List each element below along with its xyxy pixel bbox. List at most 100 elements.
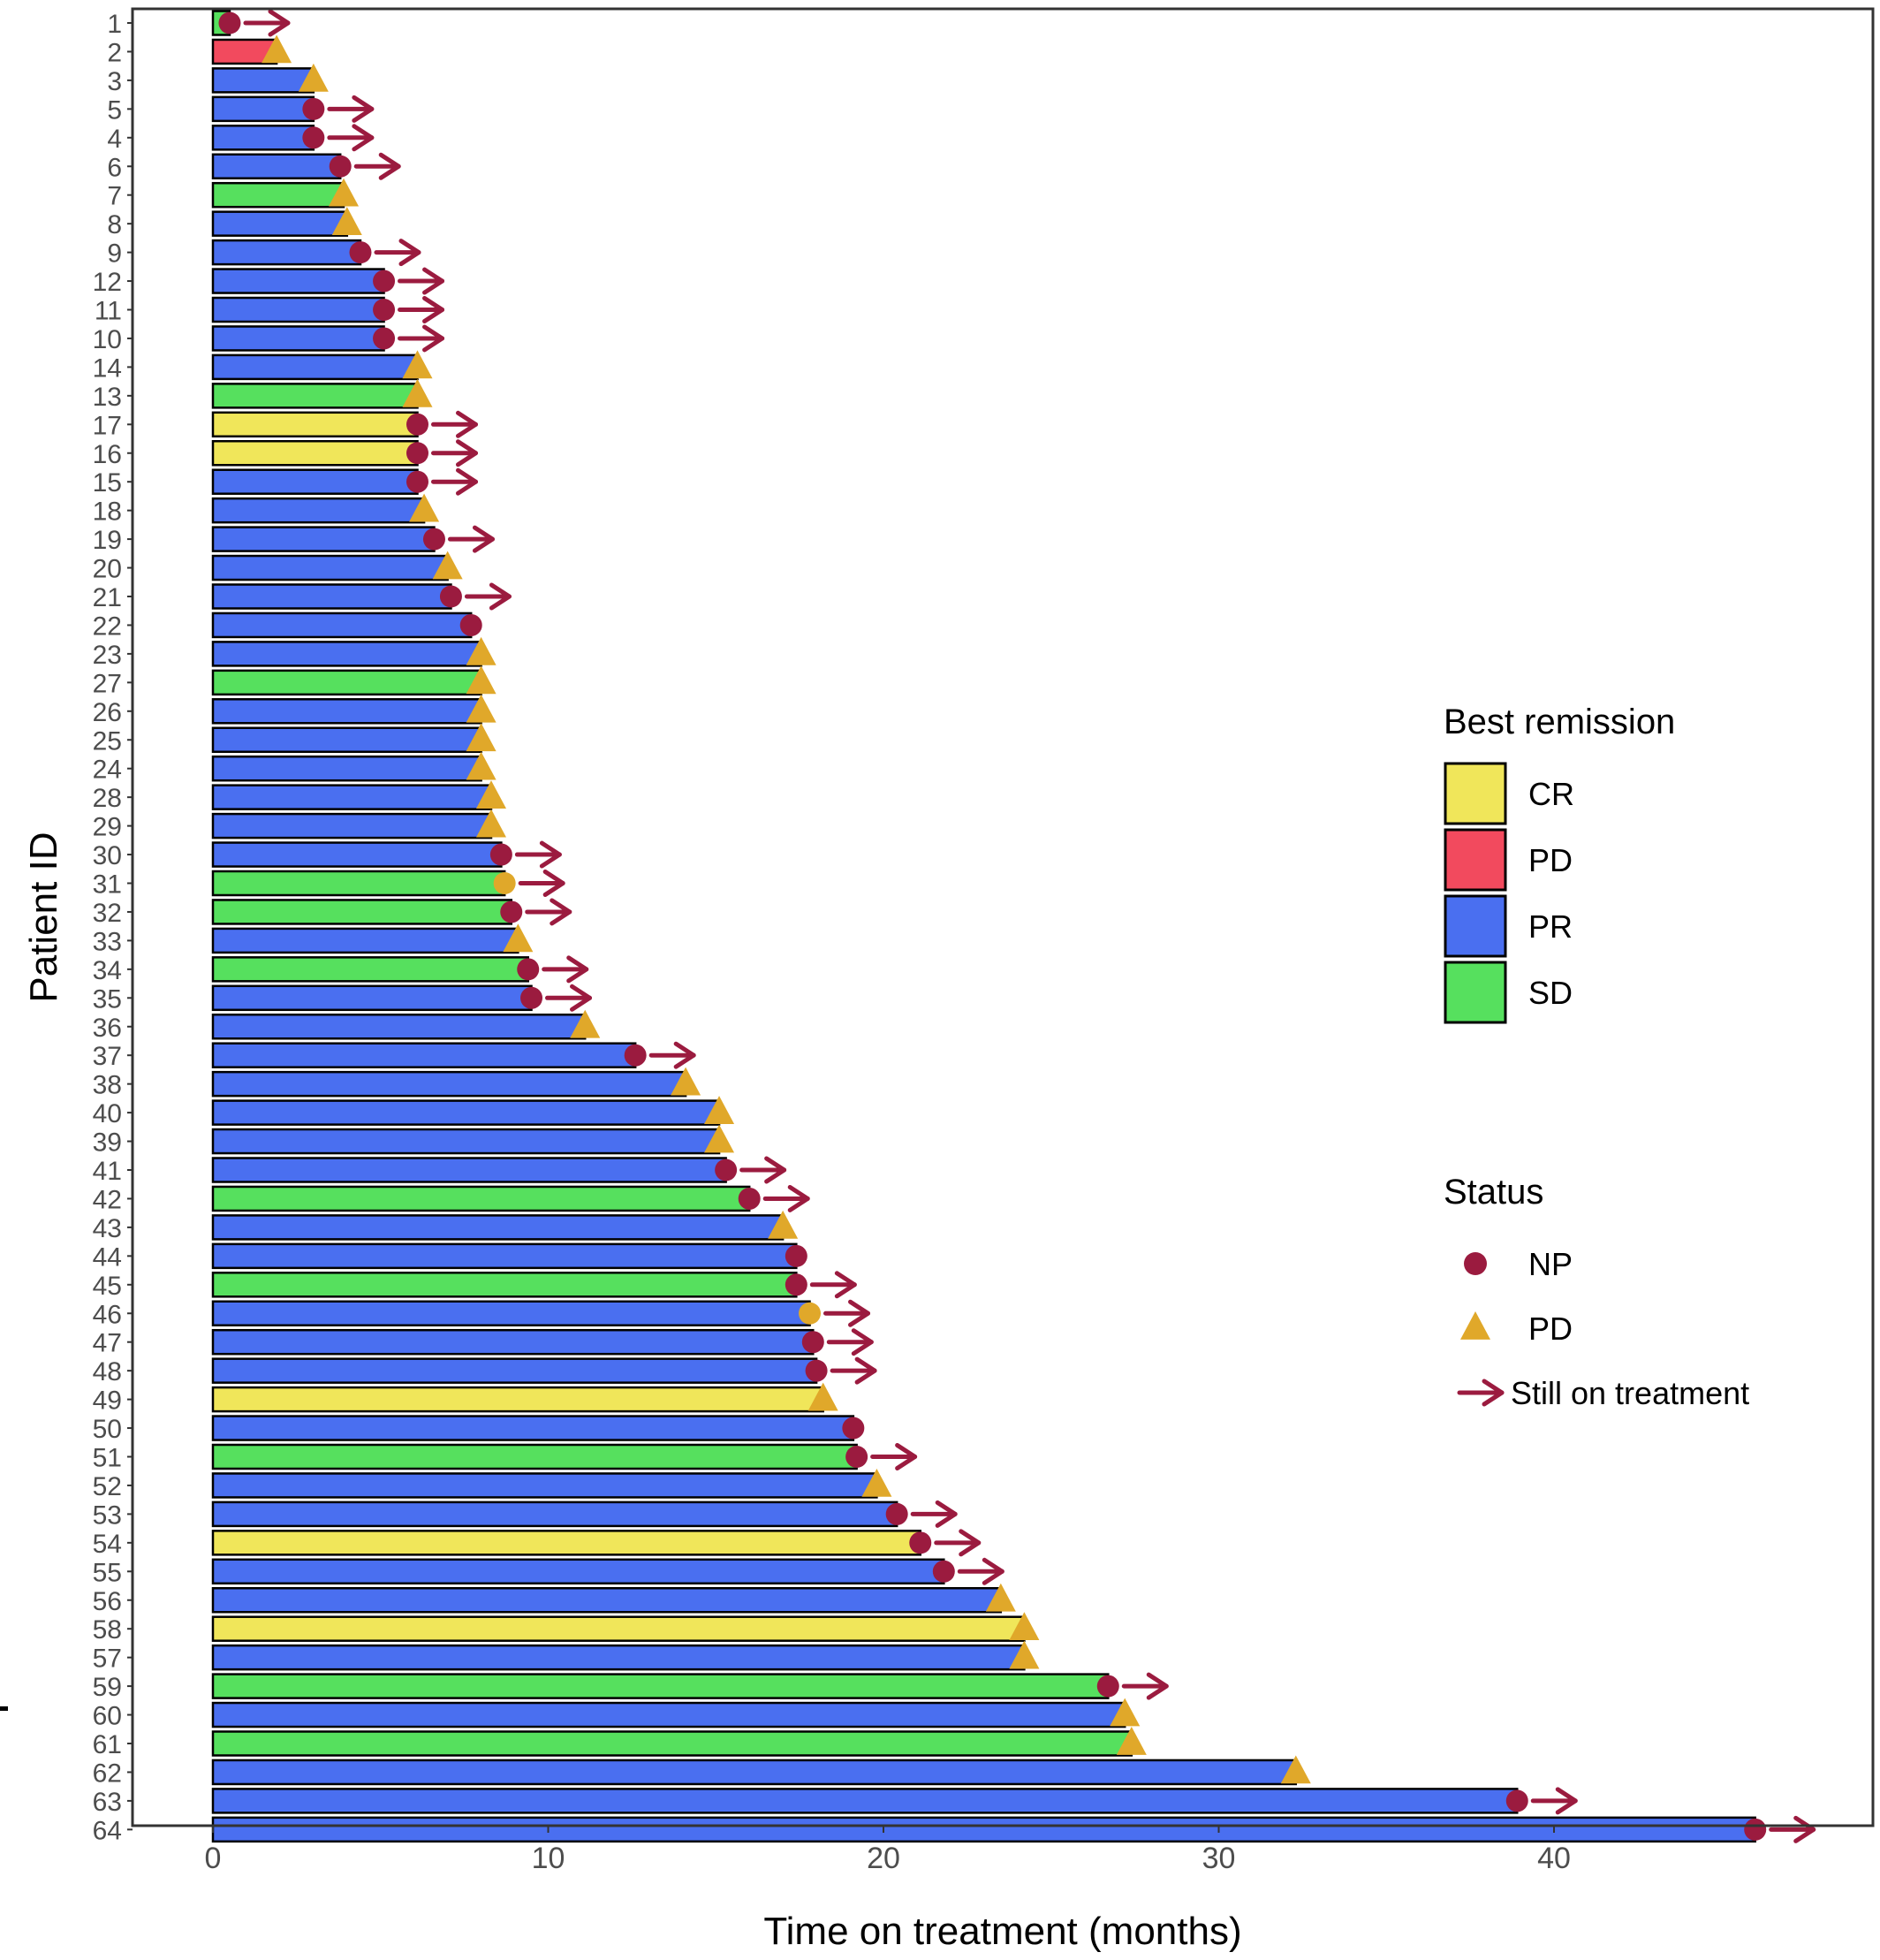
y-tick-label-43: 43 bbox=[93, 1214, 122, 1243]
marker-np-10 bbox=[373, 327, 396, 350]
marker-np-42 bbox=[738, 1187, 761, 1210]
bar-patient-33 bbox=[211, 927, 519, 954]
bar-patient-14 bbox=[211, 353, 419, 381]
bar-patient-29 bbox=[211, 812, 493, 839]
legend-remission-title: Best remission bbox=[1444, 703, 1675, 741]
marker-pd-3 bbox=[298, 63, 329, 92]
bar-patient-5 bbox=[211, 95, 315, 123]
legend-label-PD: PD bbox=[1528, 842, 1573, 878]
marker-pd-7 bbox=[329, 178, 360, 207]
arrow-ongoing-19 bbox=[447, 525, 495, 553]
bar-patient-36 bbox=[211, 1014, 587, 1040]
bar-patient-38 bbox=[211, 1070, 687, 1098]
arrow-ongoing-37 bbox=[648, 1041, 696, 1069]
bar-patient-53 bbox=[211, 1500, 898, 1528]
marker-np-19 bbox=[422, 528, 445, 551]
y-tick-label-4: 4 bbox=[107, 125, 122, 154]
bar-patient-42 bbox=[211, 1185, 751, 1212]
y-tick-label-17: 17 bbox=[93, 411, 122, 440]
legend-remission-items: CR PD PR SD bbox=[1444, 762, 1574, 1024]
marker-pd-40 bbox=[704, 1096, 735, 1124]
marker-pd-24 bbox=[466, 751, 497, 780]
y-tick-label-64: 64 bbox=[93, 1816, 122, 1845]
marker-np-48 bbox=[805, 1359, 828, 1382]
y-tick-label-58: 58 bbox=[93, 1615, 122, 1645]
marker-pd-43 bbox=[768, 1210, 799, 1239]
y-tick-label-48: 48 bbox=[93, 1357, 122, 1386]
x-axis-title: Time on treatment (months) bbox=[763, 1910, 1241, 1953]
y-tick-label-34: 34 bbox=[93, 956, 122, 985]
marker-np-47 bbox=[801, 1331, 824, 1354]
y-tick-label-6: 6 bbox=[107, 153, 122, 182]
arrow-ongoing-64 bbox=[1769, 1815, 1816, 1843]
marker-np-35 bbox=[520, 986, 543, 1009]
arrow-ongoing-53 bbox=[910, 1500, 958, 1528]
marker-np-9 bbox=[349, 241, 372, 264]
bar-patient-15 bbox=[211, 468, 419, 495]
bar-patient-39 bbox=[211, 1128, 721, 1155]
y-tick-label-14: 14 bbox=[93, 353, 122, 383]
marker-np-15 bbox=[406, 470, 428, 493]
bar-patient-45 bbox=[211, 1272, 798, 1298]
arrow-head bbox=[566, 955, 589, 984]
bar-patient-31 bbox=[211, 870, 506, 897]
bar-patient-13 bbox=[211, 383, 419, 409]
bar-patient-64 bbox=[211, 1816, 1756, 1843]
y-tick-label-1: 1 bbox=[107, 10, 122, 39]
legend-status-title: Status bbox=[1444, 1173, 1543, 1212]
y-tick-label-19: 19 bbox=[93, 526, 122, 555]
bar-patient-34 bbox=[211, 956, 529, 983]
legend-swatch-SD bbox=[1444, 961, 1507, 1024]
arrow-ongoing-63 bbox=[1530, 1787, 1578, 1815]
y-tick-label-53: 53 bbox=[93, 1500, 122, 1530]
y-tick-label-3: 3 bbox=[107, 67, 122, 96]
bar-patient-24 bbox=[211, 755, 482, 782]
y-tick-label-54: 54 bbox=[93, 1530, 122, 1559]
arrow-ongoing-46 bbox=[823, 1299, 871, 1327]
bar-patient-57 bbox=[211, 1644, 1026, 1671]
marker-np-44 bbox=[785, 1244, 807, 1267]
y-tick-label-10: 10 bbox=[93, 325, 122, 354]
bar-patient-21 bbox=[211, 583, 452, 610]
marker-pd-28 bbox=[475, 780, 506, 809]
legend: Best remission CR PD PR SD Status NP PD Still… bbox=[1444, 703, 1749, 1411]
legend-swatch-PR bbox=[1444, 894, 1507, 958]
legend-label-still_on_treatment: Still on treatment bbox=[1511, 1375, 1749, 1411]
bar-patient-10 bbox=[211, 325, 385, 352]
arrow-ongoing-17 bbox=[430, 410, 478, 438]
arrow-head bbox=[787, 1184, 810, 1212]
marker-pd-60 bbox=[1110, 1698, 1141, 1727]
y-tick-label-22: 22 bbox=[93, 612, 122, 641]
arrow-ongoing-21 bbox=[464, 582, 512, 611]
marker-np-45 bbox=[785, 1273, 807, 1296]
arrow-head bbox=[935, 1500, 958, 1528]
bar-patient-35 bbox=[211, 984, 533, 1012]
y-tick-label-47: 47 bbox=[93, 1329, 122, 1358]
y-tick-label-7: 7 bbox=[107, 182, 122, 211]
arrow-ongoing-54 bbox=[934, 1529, 982, 1557]
y-tick-label-5: 5 bbox=[107, 95, 122, 125]
bar-patient-11 bbox=[211, 296, 385, 323]
arrow-head bbox=[854, 1356, 877, 1385]
marker-pd-38 bbox=[671, 1067, 701, 1096]
bar-patient-51 bbox=[211, 1443, 858, 1470]
marker-np-54 bbox=[909, 1531, 932, 1554]
arrow-ongoing-4 bbox=[327, 124, 375, 152]
bar-patient-48 bbox=[211, 1357, 818, 1384]
y-tick-label-23: 23 bbox=[93, 641, 122, 670]
arrow-ongoing-12 bbox=[398, 267, 445, 295]
arrow-head bbox=[895, 1443, 918, 1470]
arrow-head bbox=[1793, 1815, 1816, 1843]
marker-np-16 bbox=[406, 442, 428, 465]
bar-patient-25 bbox=[211, 726, 482, 753]
arrow-ongoing-6 bbox=[353, 152, 401, 180]
arrow-ongoing-31 bbox=[518, 870, 565, 897]
y-tick-label-60: 60 bbox=[93, 1702, 122, 1731]
bar-patient-12 bbox=[211, 268, 385, 294]
marker-np-6 bbox=[329, 155, 352, 178]
arrow-head bbox=[422, 296, 445, 323]
y-tick-label-25: 25 bbox=[93, 726, 122, 756]
marker-pd-58 bbox=[1009, 1612, 1040, 1641]
arrow-head bbox=[455, 439, 478, 467]
marker-pd-36 bbox=[570, 1009, 601, 1038]
